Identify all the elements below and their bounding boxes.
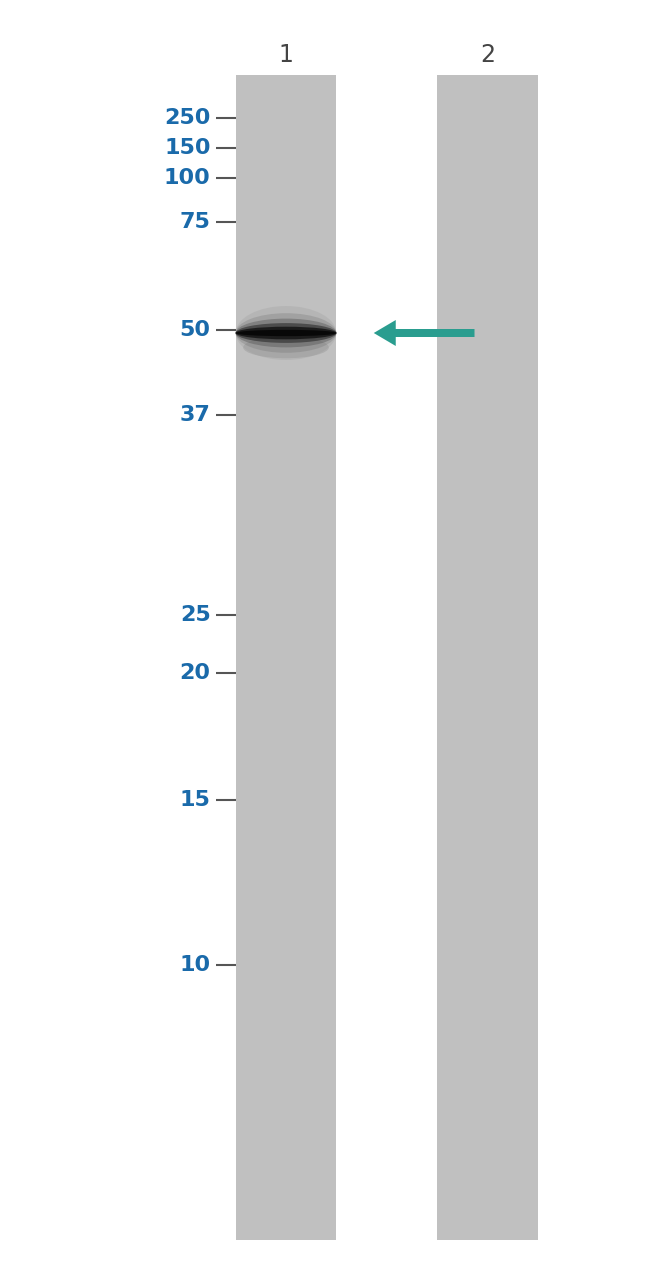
Text: 50: 50 <box>179 320 211 340</box>
Text: 250: 250 <box>164 108 211 128</box>
Text: 20: 20 <box>179 663 211 683</box>
Ellipse shape <box>235 319 337 348</box>
Ellipse shape <box>235 326 337 339</box>
Text: 150: 150 <box>164 138 211 157</box>
Ellipse shape <box>243 337 329 358</box>
Ellipse shape <box>235 323 337 343</box>
Bar <box>437 75 538 1240</box>
Ellipse shape <box>235 314 337 353</box>
Text: 37: 37 <box>180 405 211 425</box>
Text: 100: 100 <box>164 168 211 188</box>
Text: 15: 15 <box>180 790 211 810</box>
Text: 1: 1 <box>279 43 293 67</box>
Bar <box>235 75 337 1240</box>
Text: 25: 25 <box>180 605 211 625</box>
FancyArrow shape <box>374 320 474 345</box>
Text: 75: 75 <box>180 212 211 232</box>
Ellipse shape <box>235 306 337 359</box>
Text: 2: 2 <box>480 43 495 67</box>
Text: 10: 10 <box>179 955 211 975</box>
Ellipse shape <box>235 330 337 337</box>
